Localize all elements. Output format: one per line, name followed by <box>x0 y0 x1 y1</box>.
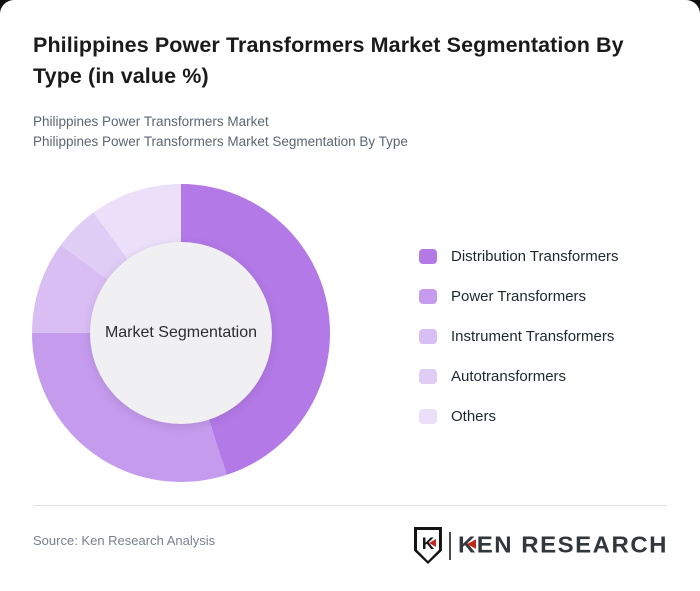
subtitle-line-1: Philippines Power Transformers Market <box>33 114 269 129</box>
ken-research-shield-icon: K <box>413 527 442 564</box>
footer-divider <box>33 505 667 506</box>
wordmark-rest: EN RESEARCH <box>476 532 668 558</box>
logo-separator <box>448 531 451 560</box>
legend-label: Autotransformers <box>451 368 567 385</box>
legend-item-autotransformers[interactable]: Autotransformers <box>419 368 619 385</box>
legend-swatch-icon <box>419 409 437 424</box>
page-title: Philippines Power Transformers Market Se… <box>33 33 624 88</box>
subtitle-line-2: Philippines Power Transformers Market Se… <box>33 134 408 149</box>
legend-label: Others <box>451 408 497 425</box>
ken-research-logo: K K EN RESEARCH <box>413 527 668 564</box>
wordmark-k: K <box>457 532 477 558</box>
legend-item-others[interactable]: Others <box>419 408 619 425</box>
legend-swatch-icon <box>419 249 437 264</box>
legend: Distribution Transformers Power Transform… <box>419 248 619 425</box>
donut-center: Market Segmentation <box>90 242 272 424</box>
donut-chart[interactable]: Market Segmentation <box>32 184 330 482</box>
donut-center-label: Market Segmentation <box>104 324 258 341</box>
legend-label: Distribution Transformers <box>451 248 619 265</box>
legend-swatch-icon <box>419 289 437 304</box>
chart-subtitle: Philippines Power Transformers Market Ph… <box>33 112 408 152</box>
source-note: Source: Ken Research Analysis <box>33 533 216 548</box>
legend-label: Power Transformers <box>451 288 587 305</box>
legend-swatch-icon <box>419 369 437 384</box>
legend-item-distribution-transformers[interactable]: Distribution Transformers <box>419 248 619 265</box>
donut-ring[interactable]: Market Segmentation <box>32 184 330 482</box>
legend-label: Instrument Transformers <box>451 328 615 345</box>
legend-swatch-icon <box>419 329 437 344</box>
red-arrow-icon <box>466 538 476 549</box>
red-arrow-icon <box>428 539 436 547</box>
legend-item-instrument-transformers[interactable]: Instrument Transformers <box>419 328 619 345</box>
legend-item-power-transformers[interactable]: Power Transformers <box>419 288 619 305</box>
ken-research-wordmark: K EN RESEARCH <box>458 532 668 559</box>
